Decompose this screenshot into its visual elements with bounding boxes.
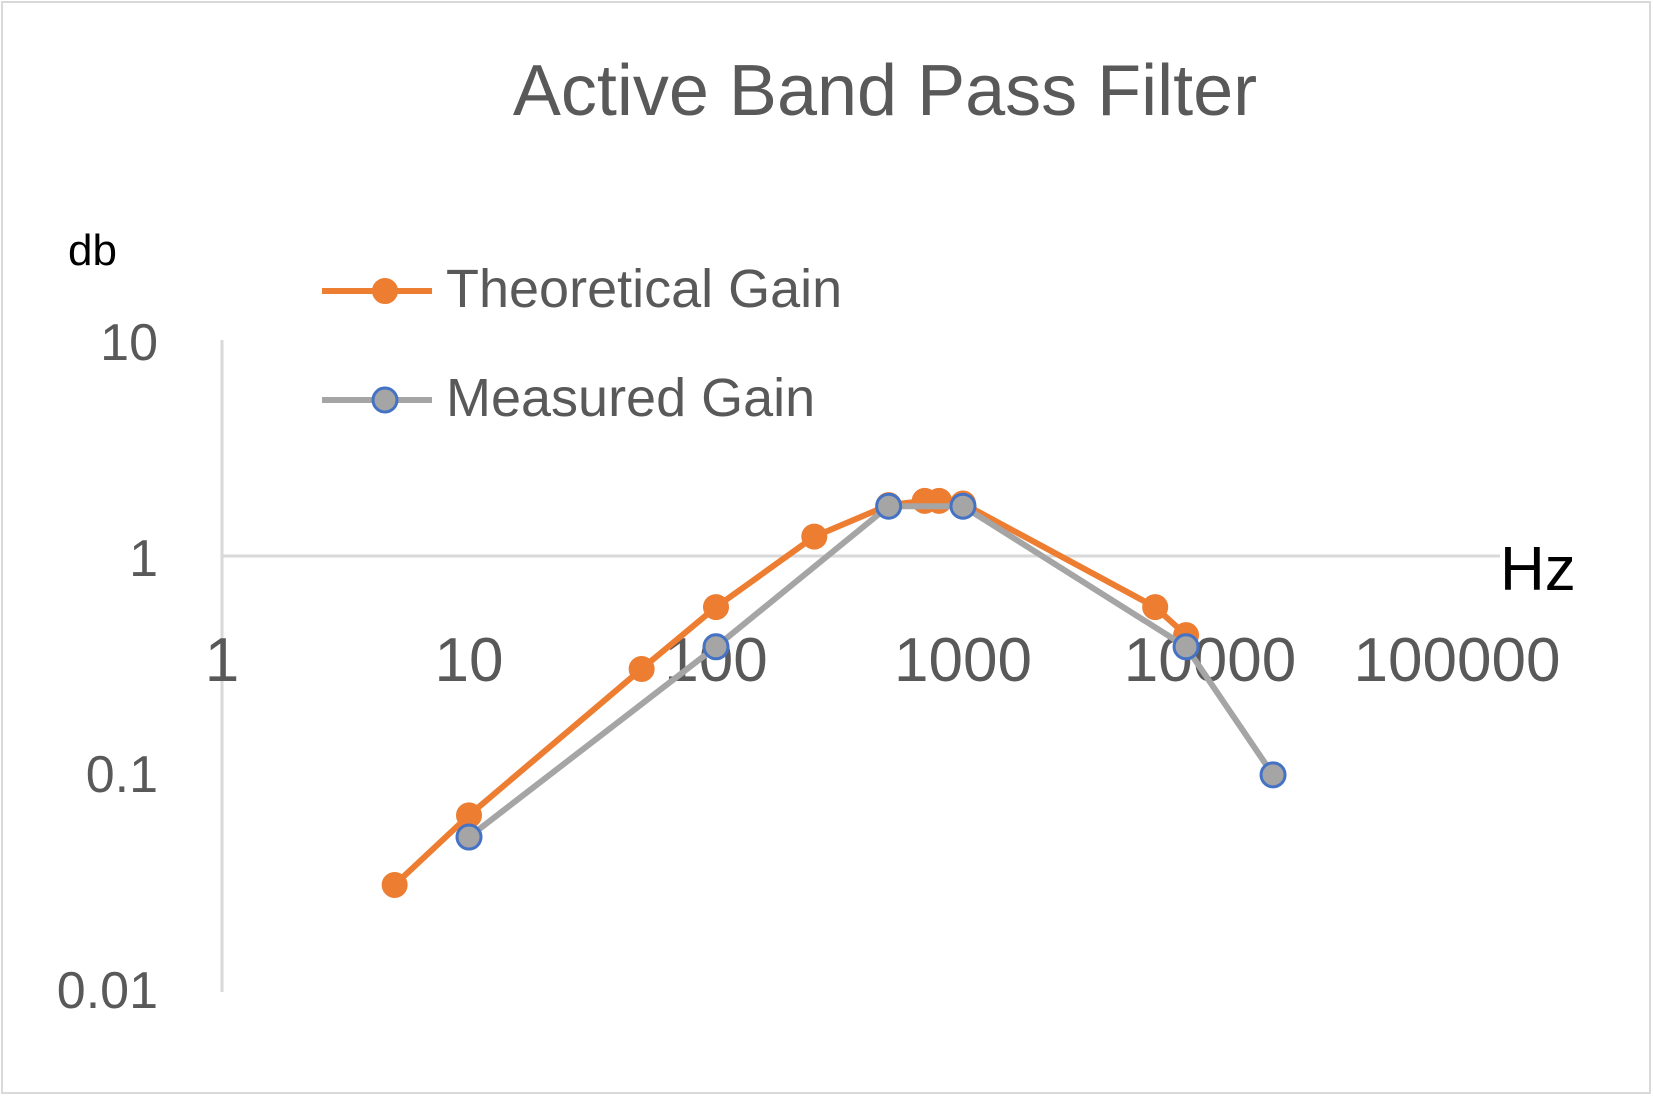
y-axis-label: db — [68, 226, 117, 275]
legend-marker-measured — [371, 386, 399, 414]
y-tick-label: 10 — [100, 314, 158, 372]
theoretical-gain-point — [703, 594, 729, 621]
legend-label-measured: Measured Gain — [446, 368, 815, 428]
series-theoretical-gain — [381, 487, 1200, 898]
legend-marker-theoretical — [372, 278, 398, 304]
measured-gain-point — [1172, 633, 1200, 661]
measured-gain-point — [875, 492, 903, 520]
theoretical-gain-point — [926, 487, 953, 514]
axes — [220, 340, 1500, 992]
x-tick-label: 1000 — [894, 626, 1032, 695]
x-tick-label: 1 — [205, 626, 239, 695]
y-tick-label: 0.1 — [86, 746, 158, 804]
measured-gain-point — [702, 633, 730, 661]
x-axis-label: Hz — [1500, 535, 1576, 604]
series-measured-gain — [455, 492, 1287, 851]
theoretical-gain-point — [801, 523, 828, 550]
measured-gain-point — [1259, 761, 1287, 789]
measured-gain-point — [455, 823, 483, 851]
series-layer — [381, 487, 1287, 898]
legend-entry-measured: Measured Gain — [322, 368, 815, 428]
theoretical-gain-point — [381, 871, 408, 898]
theoretical-gain-point — [628, 655, 655, 682]
measured-gain-point — [949, 492, 977, 520]
x-tick-label: 100000 — [1354, 626, 1561, 695]
measured-gain-line — [467, 503, 1276, 840]
legend: Theoretical Gain Measured Gain — [322, 259, 842, 428]
y-tick-label: 0.01 — [57, 962, 158, 1020]
x-tick-label: 10 — [435, 626, 504, 695]
legend-entry-theoretical: Theoretical Gain — [322, 259, 842, 319]
y-tick-label: 1 — [129, 530, 158, 588]
theoretical-gain-point — [1142, 594, 1169, 621]
chart-title: Active Band Pass Filter — [513, 51, 1257, 131]
legend-label-theoretical: Theoretical Gain — [446, 259, 842, 319]
theoretical-gain-line — [392, 497, 1189, 888]
